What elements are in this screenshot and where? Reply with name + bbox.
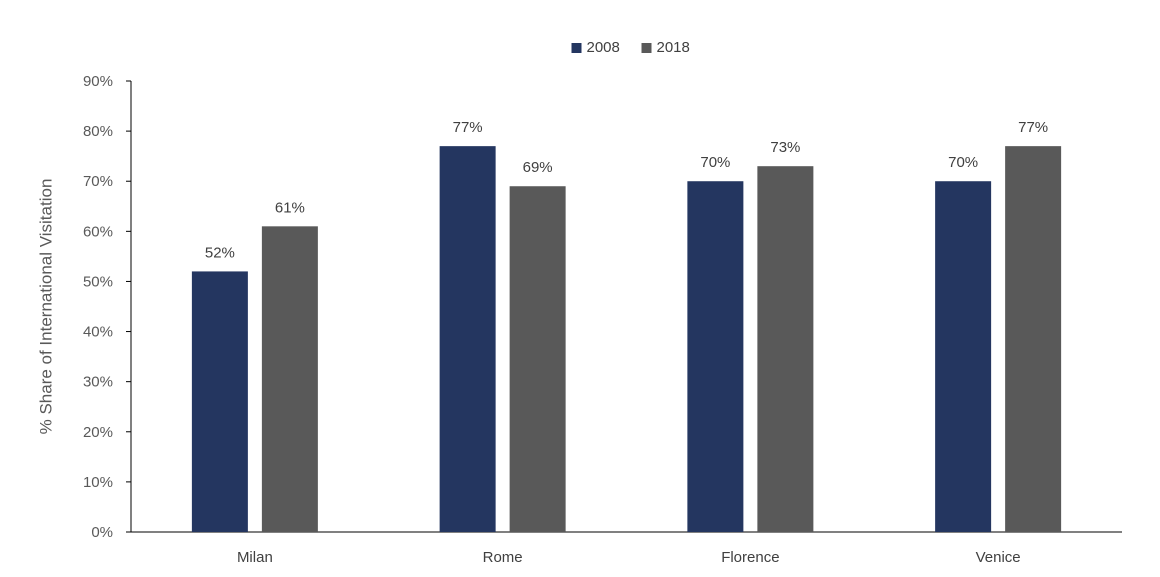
y-tick-label: 70% bbox=[83, 173, 113, 190]
category-label: Florence bbox=[721, 549, 779, 566]
y-tick-label: 60% bbox=[83, 223, 113, 240]
y-tick-label: 10% bbox=[83, 474, 113, 491]
data-label: 52% bbox=[205, 244, 235, 261]
data-label: 73% bbox=[770, 139, 800, 156]
bar-florence-2008 bbox=[687, 181, 744, 532]
bar-venice-2008 bbox=[935, 181, 992, 532]
data-label: 70% bbox=[948, 154, 978, 171]
y-tick-label: 80% bbox=[83, 123, 113, 140]
y-tick-label: 50% bbox=[83, 273, 113, 290]
y-axis-ticks: 0% 10% 20% 30% 40% 50% 60% 70% 80% 90% bbox=[83, 73, 131, 541]
bar-venice-2018 bbox=[1005, 146, 1062, 532]
y-tick-label: 0% bbox=[91, 524, 113, 541]
category-label: Milan bbox=[237, 549, 273, 566]
bar-rome-2018 bbox=[509, 186, 566, 532]
bars bbox=[191, 146, 1062, 533]
data-label: 77% bbox=[1018, 119, 1048, 136]
legend-swatch bbox=[571, 43, 582, 53]
y-tick-label: 40% bbox=[83, 324, 113, 341]
bar-rome-2008 bbox=[439, 146, 496, 532]
y-tick-label: 30% bbox=[83, 374, 113, 391]
legend-swatch bbox=[641, 43, 652, 53]
bar-milan-2008 bbox=[191, 271, 248, 532]
data-labels: 52% 61% 77% 69% 70% 73% 70% 77% bbox=[205, 119, 1048, 261]
category-label: Rome bbox=[483, 549, 523, 566]
category-labels: Milan Rome Florence Venice bbox=[237, 549, 1021, 566]
bar-florence-2018 bbox=[757, 166, 814, 532]
legend: 2008 2018 bbox=[571, 39, 690, 56]
data-label: 70% bbox=[700, 154, 730, 171]
data-label: 69% bbox=[523, 159, 553, 176]
y-axis-title: % Share of International Visitation bbox=[36, 179, 55, 435]
legend-label: 2018 bbox=[657, 39, 690, 56]
data-label: 77% bbox=[453, 119, 483, 136]
data-label: 61% bbox=[275, 199, 305, 216]
legend-label: 2008 bbox=[587, 39, 620, 56]
category-label: Venice bbox=[976, 549, 1021, 566]
y-tick-label: 20% bbox=[83, 424, 113, 441]
y-tick-label: 90% bbox=[83, 73, 113, 90]
bar-milan-2018 bbox=[261, 226, 318, 533]
